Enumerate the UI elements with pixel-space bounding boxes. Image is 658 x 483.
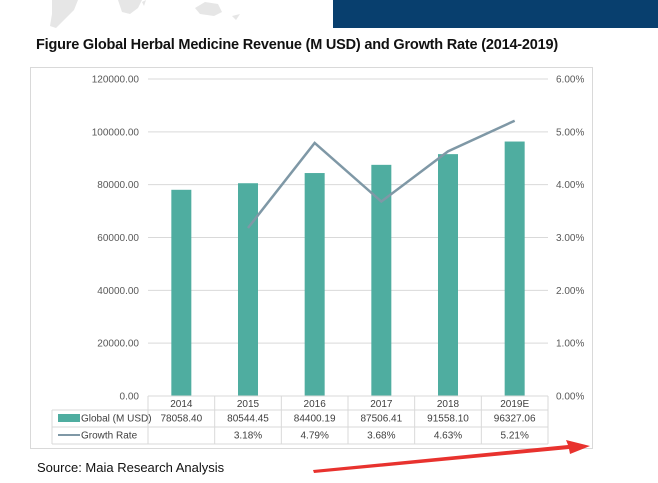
- table-cell-growth: 4.79%: [300, 431, 328, 442]
- header-band: [333, 0, 658, 28]
- table-cell-growth: 5.21%: [500, 431, 528, 442]
- y-left-tick-label: 60000.00: [97, 233, 139, 244]
- x-category-label: 2016: [304, 399, 327, 410]
- table-cell-revenue: 78058.40: [160, 414, 202, 425]
- table-cell-revenue: 96327.06: [494, 414, 536, 425]
- y-left-tick-label: 80000.00: [97, 180, 139, 191]
- table-cell-growth: 3.18%: [234, 431, 262, 442]
- chart-frame: [30, 67, 593, 449]
- table-cell-revenue: 87506.41: [360, 414, 402, 425]
- world-map-decoration: [50, 0, 240, 28]
- y-left-tick-label: 40000.00: [97, 286, 139, 297]
- y-right-tick-label: 5.00%: [556, 127, 584, 138]
- y-right-tick-label: 3.00%: [556, 233, 584, 244]
- y-left-tick-label: 20000.00: [97, 339, 139, 350]
- table-cell-growth: 4.63%: [434, 431, 462, 442]
- figure-title: Figure Global Herbal Medicine Revenue (M…: [36, 37, 559, 53]
- bar: [438, 154, 458, 396]
- y-left-tick-label: 120000.00: [92, 75, 140, 86]
- x-category-label: 2019E: [500, 399, 529, 410]
- source-note: Source: Maia Research Analysis: [37, 460, 225, 475]
- bar: [371, 164, 392, 396]
- bar: [171, 189, 192, 396]
- table-cell-revenue: 80544.45: [227, 414, 269, 425]
- x-category-label: 2018: [437, 399, 460, 410]
- bar: [304, 173, 325, 396]
- red-arrow-annotation: [313, 440, 590, 473]
- y-right-tick-label: 6.00%: [556, 75, 584, 86]
- table-cell-revenue: 91558.10: [427, 414, 469, 425]
- growth-rate-line: [247, 119, 516, 229]
- x-category-label: 2015: [237, 399, 260, 410]
- table-cell-growth: 3.68%: [367, 431, 395, 442]
- bar: [504, 141, 525, 396]
- legend-label-growth: Growth Rate: [81, 431, 138, 442]
- y-right-tick-label: 2.00%: [556, 286, 584, 297]
- x-category-label: 2014: [170, 399, 193, 410]
- bar: [238, 183, 258, 396]
- legend-label-global: Global (M USD): [81, 414, 152, 425]
- y-left-tick-label: 0.00: [120, 392, 140, 403]
- x-category-label: 2017: [370, 399, 393, 410]
- y-right-tick-label: 1.00%: [556, 339, 584, 350]
- table-cell-revenue: 84400.19: [294, 414, 336, 425]
- y-right-tick-label: 4.00%: [556, 180, 584, 191]
- legend-bar-swatch: [58, 414, 80, 422]
- y-right-tick-label: 0.00%: [556, 392, 584, 403]
- y-left-tick-label: 100000.00: [92, 127, 140, 138]
